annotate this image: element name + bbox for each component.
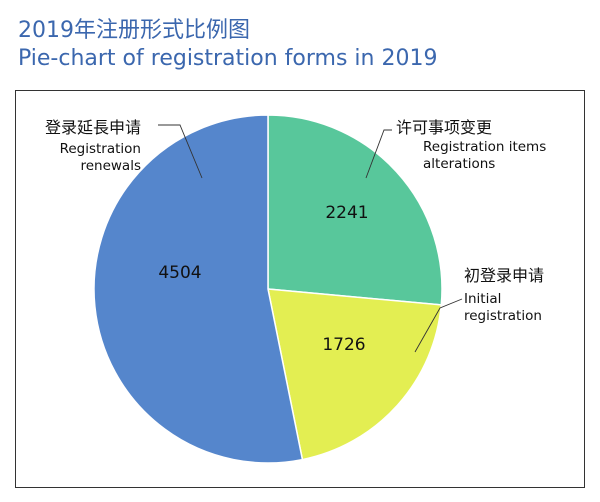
slice-label-en: Initial: [464, 291, 501, 307]
leader-line: [365, 129, 392, 179]
slice-value-label: 4504: [158, 263, 201, 283]
chart-frame: [15, 90, 585, 488]
pie-slice: [267, 288, 443, 461]
pie-slice: [93, 114, 304, 464]
slice-value-label: 2241: [325, 203, 368, 223]
slice-value-label: 1726: [322, 335, 365, 355]
slice-label-en: alterations: [423, 156, 495, 172]
slice-label-en: Registration: [60, 141, 141, 157]
slice-label-zh: 登录延長申请: [45, 118, 141, 137]
slice-label-en: renewals: [80, 158, 141, 174]
leader-line: [158, 124, 203, 179]
slice-label-zh: 初登录申请: [464, 266, 544, 285]
leader-line: [414, 298, 463, 353]
slice-label-en: registration: [464, 308, 542, 324]
chart-title-en: Pie-chart of registration forms in 2019: [18, 46, 438, 71]
pie-slice: [267, 114, 443, 306]
slice-label-en: Registration items: [423, 139, 546, 155]
slice-label-zh: 许可事项变更: [396, 118, 492, 137]
chart-title-zh: 2019年注册形式比例图: [18, 18, 250, 43]
